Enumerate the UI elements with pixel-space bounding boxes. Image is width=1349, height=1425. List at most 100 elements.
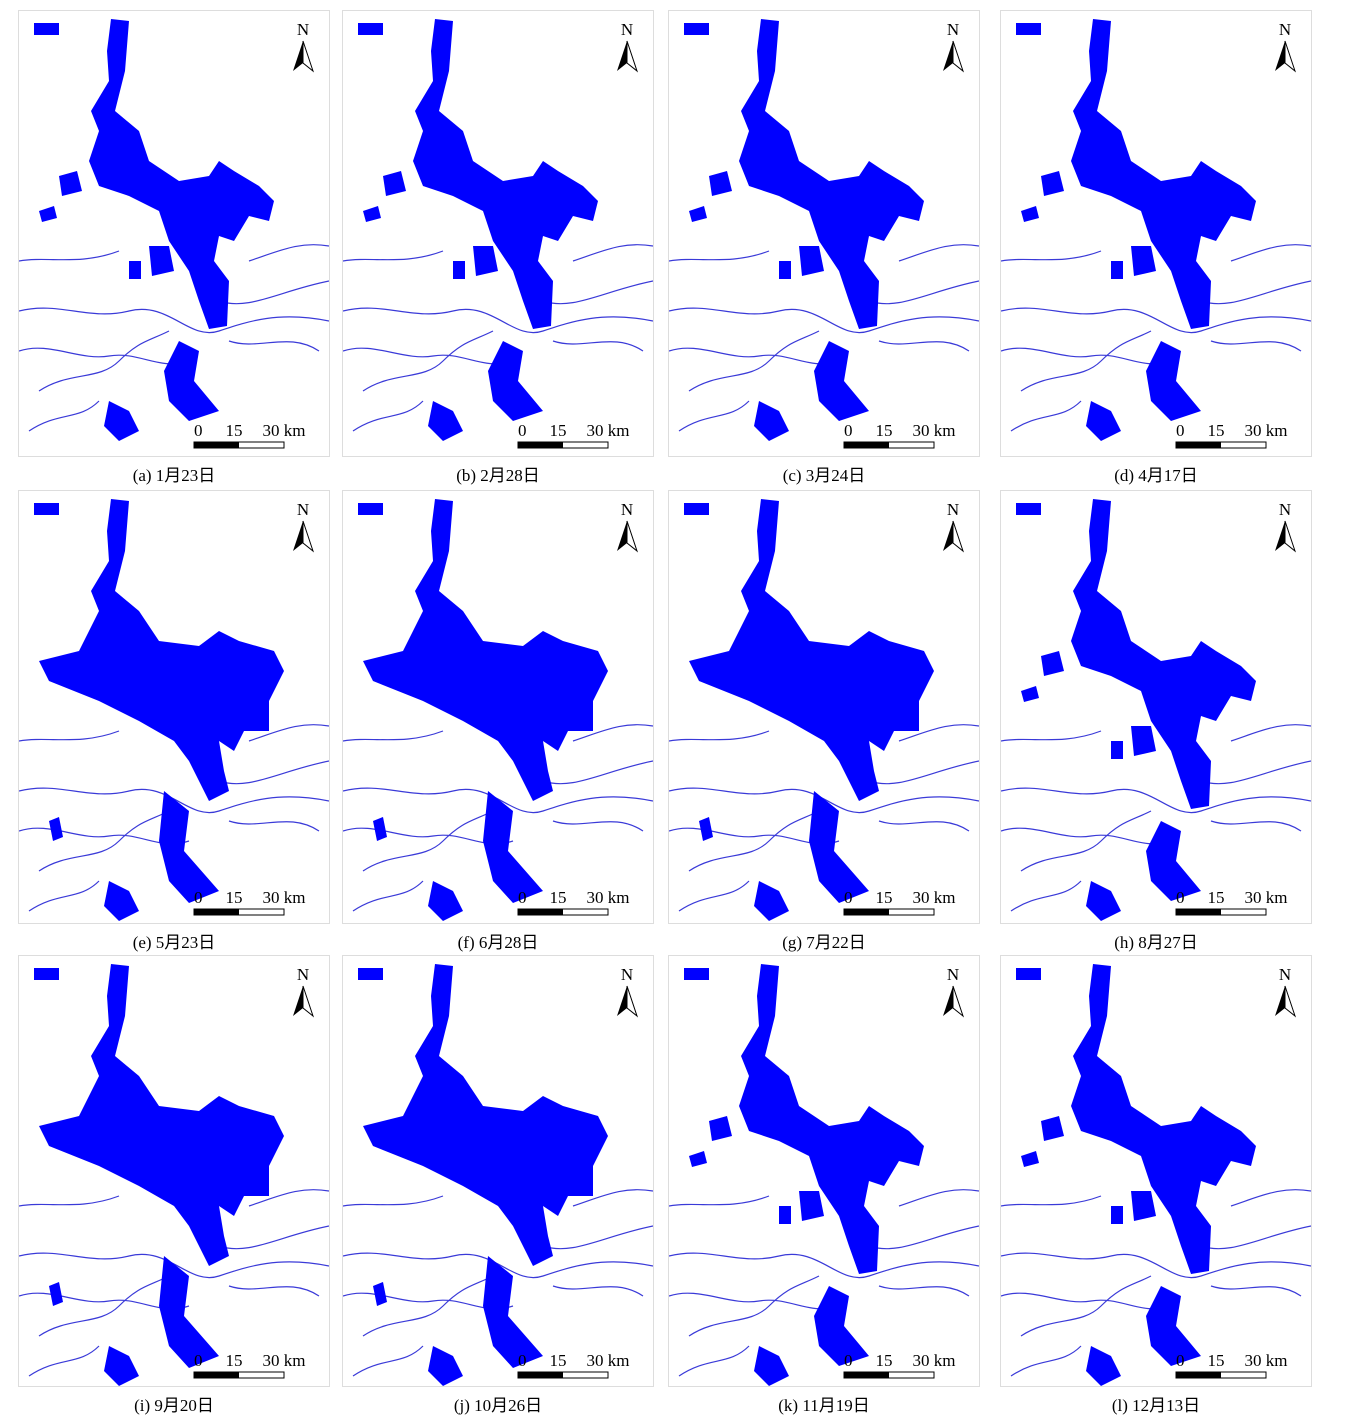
north-label: N	[297, 965, 309, 984]
scale-label: 0	[844, 421, 853, 440]
scale-label: 15	[550, 421, 567, 440]
water-body	[358, 19, 598, 441]
north-arrow	[626, 520, 639, 553]
scale-label: 30 km	[913, 888, 956, 907]
water-body	[684, 964, 924, 1386]
north-label: N	[621, 965, 633, 984]
caption: (e) 5月23日	[132, 933, 216, 952]
north-label: N	[621, 20, 633, 39]
map-panel: N 0 15 30 km (d) 4月17日	[1000, 10, 1312, 486]
scale-label: 0	[1176, 888, 1185, 907]
scale-label: 0	[194, 1351, 203, 1370]
scale-label: 15	[550, 888, 567, 907]
scale-label: 30 km	[587, 1351, 630, 1370]
scale-bar-black	[194, 909, 239, 915]
north-arrow	[617, 521, 627, 551]
scale-label: 30 km	[913, 1351, 956, 1370]
map: N 0 15 30 km	[18, 490, 330, 924]
scale-bar-black	[518, 909, 563, 915]
scale-label: 15	[1208, 421, 1225, 440]
scale-label: 15	[876, 421, 893, 440]
north-label: N	[1279, 500, 1291, 519]
north-arrow	[943, 986, 953, 1016]
scale-label: 0	[844, 888, 853, 907]
north-arrow	[302, 985, 315, 1018]
north-arrow	[1275, 41, 1285, 71]
scale-label: 0	[518, 421, 527, 440]
scale-label: 15	[226, 421, 243, 440]
map-panel: N 0 15 30 km (j) 10月26日	[342, 955, 654, 1416]
scale-bar-black	[844, 909, 889, 915]
north-label: N	[297, 500, 309, 519]
scale-label: 30 km	[913, 421, 956, 440]
north-arrow	[1284, 40, 1297, 73]
scale-label: 15	[226, 1351, 243, 1370]
caption: (g) 7月22日	[782, 933, 866, 952]
caption: (c) 3月24日	[782, 466, 866, 485]
north-arrow	[617, 986, 627, 1016]
scale-label: 0	[518, 888, 527, 907]
scale-bar-black	[518, 442, 563, 448]
north-arrow	[1275, 986, 1285, 1016]
scale-label: 30 km	[263, 421, 306, 440]
north-arrow	[626, 40, 639, 73]
map-panel: N 0 15 30 km (k) 11月19日	[668, 955, 980, 1416]
north-arrow	[943, 41, 953, 71]
scale-label: 30 km	[1245, 888, 1288, 907]
north-label: N	[947, 500, 959, 519]
map: N 0 15 30 km	[342, 10, 654, 457]
scale-bar-black	[1176, 1372, 1221, 1378]
caption: (j) 10月26日	[453, 1396, 543, 1415]
caption: (a) 1月23日	[132, 466, 216, 485]
north-arrow	[952, 40, 965, 73]
scale-label: 15	[876, 888, 893, 907]
map: N 0 15 30 km	[668, 490, 980, 924]
north-arrow	[617, 41, 627, 71]
map: N 0 15 30 km	[1000, 955, 1312, 1387]
map-panel: N 0 15 30 km (g) 7月22日	[668, 490, 980, 953]
caption: (i) 9月20日	[134, 1396, 214, 1415]
scale-bar-black	[518, 1372, 563, 1378]
scale-label: 0	[844, 1351, 853, 1370]
north-arrow	[952, 520, 965, 553]
north-arrow	[1284, 520, 1297, 553]
scale-label: 0	[1176, 421, 1185, 440]
caption: (h) 8月27日	[1114, 933, 1198, 952]
map-panel: N 0 15 30 km (b) 2月28日	[342, 10, 654, 486]
map-panel: N 0 15 30 km (l) 12月13日	[1000, 955, 1312, 1416]
scale-label: 15	[226, 888, 243, 907]
north-label: N	[1279, 965, 1291, 984]
caption: (k) 11月19日	[778, 1396, 870, 1415]
caption: (d) 4月17日	[1114, 466, 1198, 485]
scale-label: 15	[550, 1351, 567, 1370]
map-panel: N 0 15 30 km (c) 3月24日	[668, 10, 980, 486]
scale-label: 0	[518, 1351, 527, 1370]
scale-bar-black	[1176, 909, 1221, 915]
scale-bar-black	[1176, 442, 1221, 448]
scale-label: 0	[194, 421, 203, 440]
scale-label: 30 km	[587, 421, 630, 440]
map: N 0 15 30 km	[668, 955, 980, 1387]
scale-bar-black	[844, 442, 889, 448]
caption: (f) 6月28日	[457, 933, 539, 952]
north-arrow	[1284, 985, 1297, 1018]
north-label: N	[297, 20, 309, 39]
map-panel: N 0 15 30 km (h) 8月27日	[1000, 490, 1312, 953]
north-label: N	[1279, 20, 1291, 39]
scale-bar-black	[194, 1372, 239, 1378]
north-arrow	[293, 521, 303, 551]
scale-label: 15	[1208, 888, 1225, 907]
north-arrow	[626, 985, 639, 1018]
water-body	[1016, 964, 1256, 1386]
scale-bar-black	[844, 1372, 889, 1378]
map: N 0 15 30 km	[668, 10, 980, 457]
north-arrow	[293, 41, 303, 71]
north-arrow	[302, 40, 315, 73]
map: N 0 15 30 km	[18, 10, 330, 457]
scale-label: 15	[876, 1351, 893, 1370]
north-arrow	[1275, 521, 1285, 551]
scale-label: 30 km	[263, 1351, 306, 1370]
north-label: N	[621, 500, 633, 519]
north-label: N	[947, 20, 959, 39]
